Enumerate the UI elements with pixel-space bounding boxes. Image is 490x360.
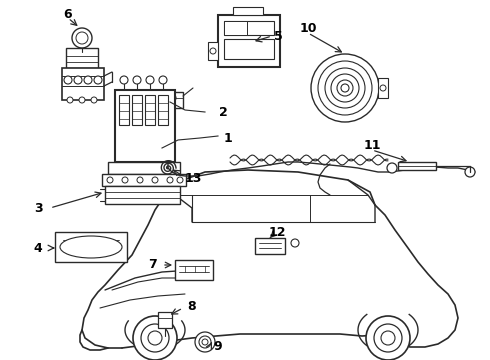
- Circle shape: [168, 94, 176, 102]
- Text: 1: 1: [223, 131, 232, 144]
- Circle shape: [311, 54, 379, 122]
- Bar: [132, 95, 142, 125]
- Bar: [145, 95, 155, 125]
- Circle shape: [199, 336, 211, 348]
- Circle shape: [210, 48, 216, 54]
- Circle shape: [337, 80, 353, 96]
- Circle shape: [152, 177, 158, 183]
- Circle shape: [202, 339, 208, 345]
- Circle shape: [91, 97, 97, 103]
- Text: 10: 10: [299, 22, 317, 35]
- Text: 13: 13: [184, 171, 202, 185]
- Circle shape: [465, 167, 475, 177]
- Bar: [108, 162, 180, 174]
- Text: 8: 8: [188, 300, 196, 312]
- Bar: [115, 90, 175, 162]
- Circle shape: [177, 177, 183, 183]
- Circle shape: [374, 324, 402, 352]
- Text: 7: 7: [147, 258, 156, 271]
- Circle shape: [133, 76, 141, 84]
- Ellipse shape: [60, 236, 122, 258]
- Circle shape: [122, 177, 128, 183]
- Circle shape: [84, 76, 92, 84]
- Circle shape: [74, 76, 82, 84]
- Circle shape: [67, 97, 73, 103]
- Circle shape: [318, 61, 372, 115]
- Bar: [224, 39, 274, 59]
- Circle shape: [64, 76, 72, 84]
- Bar: [224, 21, 247, 35]
- Text: 4: 4: [34, 242, 42, 255]
- Circle shape: [366, 316, 410, 360]
- Circle shape: [325, 68, 365, 108]
- Circle shape: [120, 76, 128, 84]
- Bar: [62, 68, 104, 100]
- Bar: [163, 92, 183, 108]
- Circle shape: [146, 76, 154, 84]
- Bar: [233, 7, 263, 15]
- Bar: [119, 95, 129, 125]
- Text: 9: 9: [214, 339, 222, 352]
- Bar: [218, 15, 280, 67]
- Circle shape: [381, 331, 395, 345]
- Circle shape: [79, 97, 85, 103]
- Bar: [158, 95, 168, 125]
- Circle shape: [341, 84, 349, 92]
- Bar: [66, 48, 98, 68]
- Bar: [255, 238, 285, 254]
- Circle shape: [107, 177, 113, 183]
- Bar: [102, 174, 186, 186]
- Circle shape: [331, 74, 359, 102]
- Text: 5: 5: [273, 30, 282, 42]
- Circle shape: [72, 28, 92, 48]
- Text: 3: 3: [34, 202, 42, 215]
- Circle shape: [159, 76, 167, 84]
- Circle shape: [148, 331, 162, 345]
- Bar: [105, 186, 180, 204]
- Text: 6: 6: [64, 8, 73, 21]
- Circle shape: [380, 85, 386, 91]
- Circle shape: [94, 76, 102, 84]
- Text: 12: 12: [268, 225, 286, 239]
- Bar: [224, 21, 274, 35]
- Circle shape: [76, 32, 88, 44]
- Bar: [378, 78, 388, 98]
- Circle shape: [387, 163, 397, 173]
- Bar: [175, 260, 213, 280]
- Circle shape: [141, 324, 169, 352]
- Text: 2: 2: [219, 105, 227, 118]
- Bar: [398, 162, 436, 170]
- Text: 11: 11: [363, 139, 381, 152]
- Circle shape: [137, 177, 143, 183]
- Circle shape: [195, 332, 215, 352]
- Circle shape: [291, 239, 299, 247]
- Bar: [55, 232, 127, 262]
- Bar: [208, 42, 218, 60]
- Circle shape: [133, 316, 177, 360]
- Circle shape: [167, 177, 173, 183]
- Bar: [158, 312, 172, 328]
